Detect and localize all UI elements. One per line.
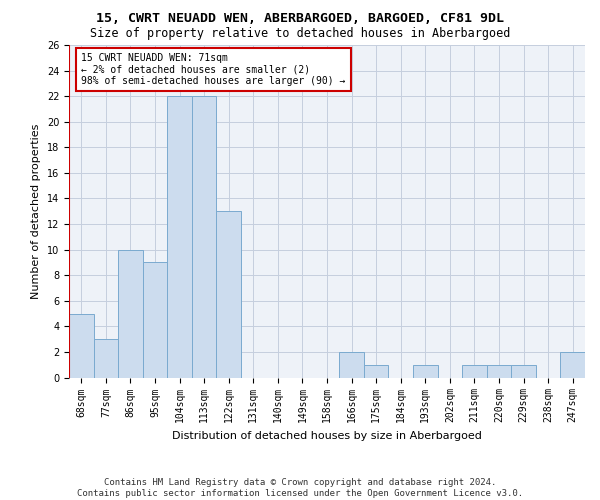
Bar [487,364,511,378]
Bar [413,364,437,378]
X-axis label: Distribution of detached houses by size in Aberbargoed: Distribution of detached houses by size … [172,431,482,441]
Bar [217,211,241,378]
Bar [511,364,536,378]
Text: 15, CWRT NEUADD WEN, ABERBARGOED, BARGOED, CF81 9DL: 15, CWRT NEUADD WEN, ABERBARGOED, BARGOE… [96,12,504,26]
Text: 15 CWRT NEUADD WEN: 71sqm
← 2% of detached houses are smaller (2)
98% of semi-de: 15 CWRT NEUADD WEN: 71sqm ← 2% of detach… [81,52,346,86]
Bar [364,364,388,378]
Bar [560,352,585,378]
Bar [118,250,143,378]
Bar [94,339,118,378]
Bar [462,364,487,378]
Bar [69,314,94,378]
Bar [192,96,217,378]
Bar [143,262,167,378]
Bar [167,96,192,378]
Y-axis label: Number of detached properties: Number of detached properties [31,124,41,299]
Text: Contains HM Land Registry data © Crown copyright and database right 2024.
Contai: Contains HM Land Registry data © Crown c… [77,478,523,498]
Text: Size of property relative to detached houses in Aberbargoed: Size of property relative to detached ho… [90,28,510,40]
Bar [339,352,364,378]
